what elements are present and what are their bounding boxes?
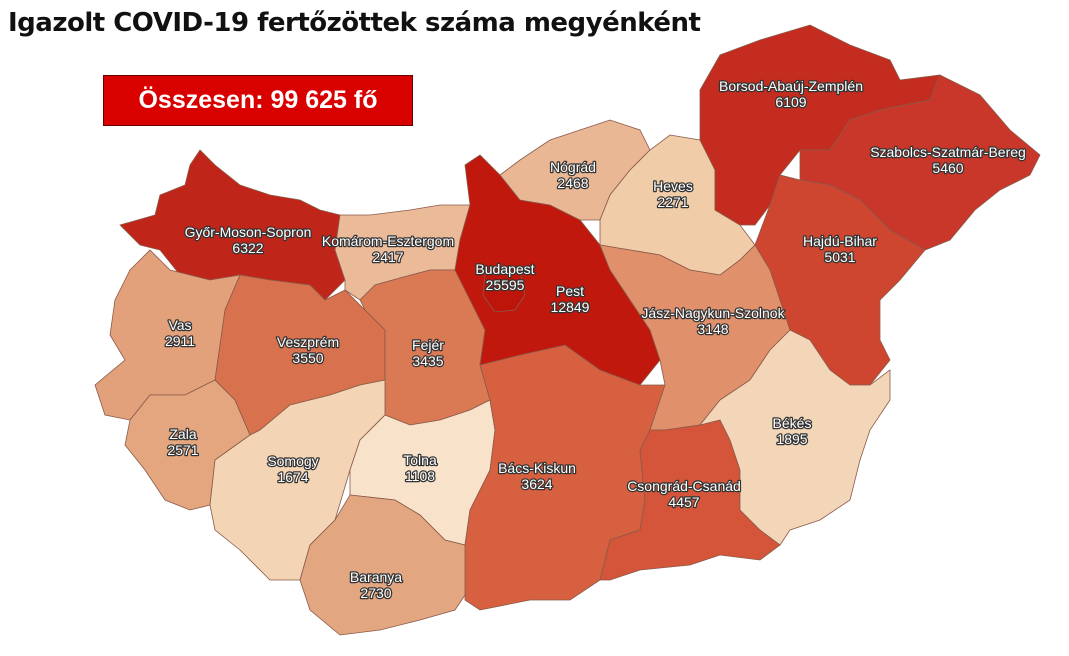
county-value-label: 5460 [932,160,963,176]
county-bekes [698,329,891,546]
county-name-label: Pest [556,283,584,299]
county-name-label: Hajdú-Bihar [803,233,877,249]
county-value-label: 4457 [668,494,699,510]
county-value-label: 2571 [167,442,198,458]
county-name-label: Csongrád-Csanád [627,478,741,494]
county-budapest [482,264,526,313]
county-value-label: 1895 [776,431,807,447]
county-name-label: Fejér [412,337,444,353]
county-name-label: Borsod-Abaúj-Zemplén [719,78,863,94]
county-value-label: 3624 [521,476,552,492]
county-value-label: 6322 [232,240,263,256]
county-value-label: 5031 [824,249,855,265]
county-value-label: 2468 [557,175,588,191]
county-name-label: Szabolcs-Szatmár-Bereg [870,144,1026,160]
county-name-label: Tolna [403,452,437,468]
total-cases-badge: Összesen: 99 625 fő [103,75,413,126]
county-name-label: Győr-Moson-Sopron [185,224,312,240]
county-value-label: 2417 [372,249,403,265]
county-name-label: Jász-Nagykun-Szolnok [641,305,785,321]
county-value-label: 3550 [292,350,323,366]
county-value-label: 2730 [360,585,391,601]
county-value-label: 6109 [775,94,806,110]
county-name-label: Veszprém [277,334,339,350]
county-value-label: 3148 [697,321,728,337]
county-somogy [209,379,386,581]
county-name-label: Heves [653,178,693,194]
county-value-label: 12849 [551,299,590,315]
county-value-label: 2271 [657,194,688,210]
county-name-label: Zala [169,426,196,442]
county-value-label: 2911 [165,333,195,349]
county-name-label: Baranya [350,569,402,585]
county-szabolcs-szatmar-bereg [799,74,1041,251]
county-name-label: Bács-Kiskun [498,460,576,476]
county-value-label: 25595 [486,277,525,293]
map-title: Igazolt COVID-19 fertőzöttek száma megyé… [8,8,701,38]
county-name-label: Nógrád [550,159,596,175]
county-name-label: Somogy [267,453,318,469]
county-name-label: Komárom-Esztergom [322,233,454,249]
county-value-label: 1674 [277,469,308,485]
county-name-label: Békés [773,415,812,431]
county-name-label: Vas [168,317,191,333]
county-value-label: 3435 [412,353,443,369]
county-value-label: 1108 [405,468,435,484]
county-name-label: Budapest [475,261,534,277]
